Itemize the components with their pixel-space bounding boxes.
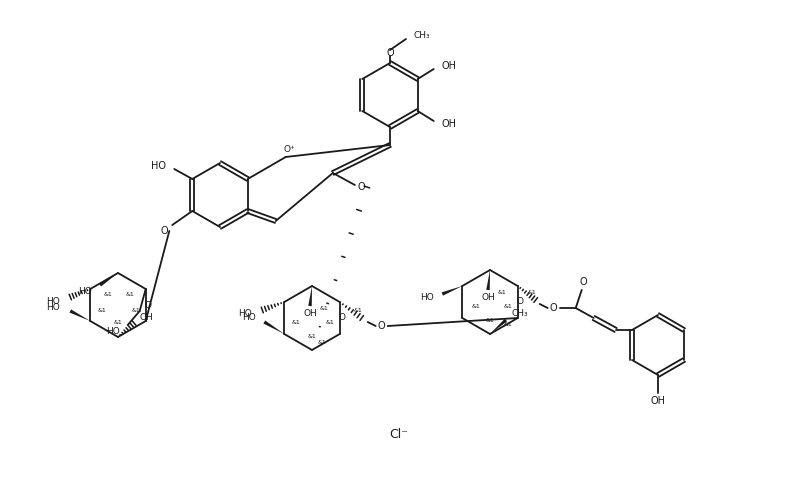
Text: O: O [580, 277, 587, 287]
Text: O: O [144, 301, 151, 309]
Text: HO: HO [421, 293, 434, 303]
Text: &1: &1 [291, 321, 300, 325]
Text: O: O [378, 321, 385, 331]
Text: O: O [516, 298, 523, 306]
Polygon shape [99, 273, 118, 286]
Polygon shape [308, 286, 312, 306]
Text: &1: &1 [104, 292, 113, 298]
Text: O: O [550, 303, 558, 313]
Polygon shape [69, 309, 90, 321]
Polygon shape [263, 321, 284, 334]
Text: HO: HO [46, 303, 61, 311]
Text: CH₃: CH₃ [414, 32, 431, 41]
Polygon shape [486, 270, 490, 290]
Text: OH: OH [442, 119, 456, 129]
Text: &1: &1 [307, 333, 316, 339]
Text: OH: OH [650, 396, 666, 406]
Text: &1: &1 [113, 321, 122, 325]
Text: O: O [160, 226, 168, 236]
Text: OH: OH [140, 312, 154, 322]
Text: &1: &1 [498, 289, 507, 294]
Text: &1: &1 [504, 305, 512, 309]
Text: O: O [357, 182, 365, 192]
Text: HO: HO [78, 286, 92, 296]
Text: OH: OH [481, 293, 495, 303]
Text: &1: &1 [326, 321, 334, 325]
Text: HO: HO [106, 326, 120, 336]
Text: OH: OH [303, 309, 317, 319]
Text: O: O [338, 313, 346, 323]
Text: HO: HO [46, 297, 61, 305]
Polygon shape [490, 319, 508, 334]
Polygon shape [441, 286, 462, 296]
Text: &1: &1 [125, 292, 134, 298]
Text: &1: &1 [97, 307, 106, 312]
Text: &1: &1 [132, 307, 140, 312]
Text: &1: &1 [486, 318, 495, 323]
Text: &1: &1 [320, 305, 328, 310]
Text: &1: &1 [354, 307, 362, 312]
Text: OH: OH [442, 61, 456, 71]
Text: &1: &1 [318, 340, 326, 345]
Text: &1: &1 [504, 322, 512, 326]
Text: &1: &1 [527, 290, 536, 296]
Text: O: O [386, 48, 393, 58]
Text: &1: &1 [472, 305, 480, 309]
Text: HO: HO [239, 309, 252, 319]
Text: O⁺: O⁺ [284, 145, 295, 155]
Text: CH₃: CH₃ [512, 309, 528, 319]
Text: HO: HO [152, 161, 166, 171]
Text: HO: HO [243, 313, 256, 323]
Text: Cl⁻: Cl⁻ [389, 428, 409, 442]
